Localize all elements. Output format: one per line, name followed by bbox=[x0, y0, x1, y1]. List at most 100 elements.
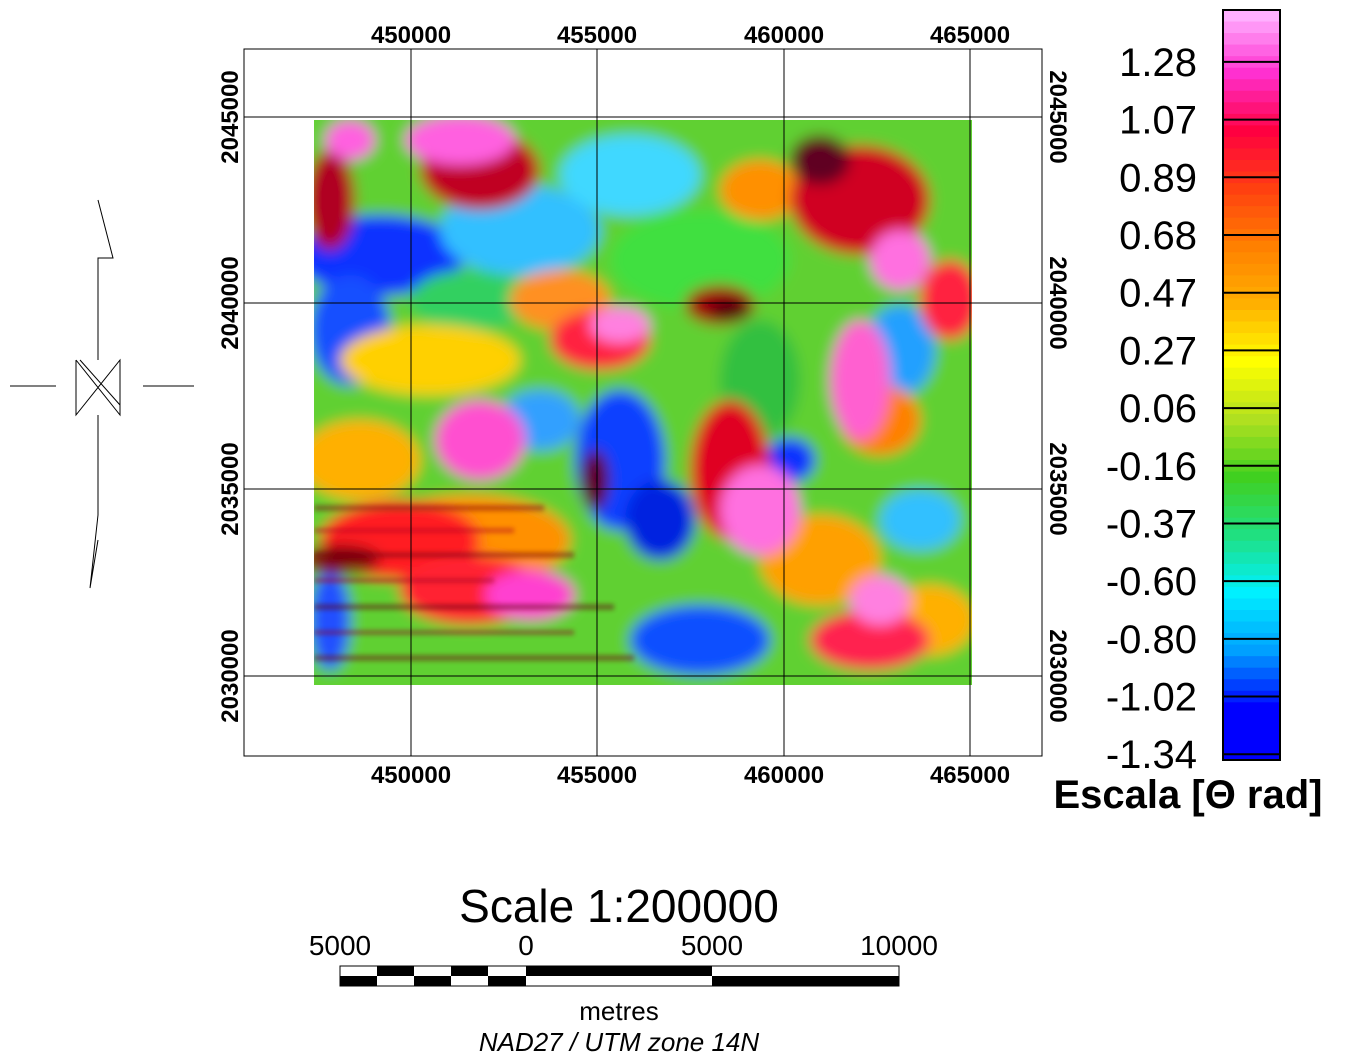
y-tick-label: 2045000 bbox=[1044, 70, 1071, 163]
legend-swatch bbox=[1223, 79, 1280, 92]
legend-swatch bbox=[1223, 610, 1280, 623]
legend-swatch bbox=[1223, 367, 1280, 380]
scale-label: 5000 bbox=[309, 930, 371, 961]
legend-swatch bbox=[1223, 425, 1280, 438]
legend-swatch bbox=[1223, 540, 1280, 553]
legend-swatch bbox=[1223, 529, 1280, 542]
legend-swatch bbox=[1223, 598, 1280, 611]
legend-swatch bbox=[1223, 206, 1280, 219]
legend-swatch bbox=[1223, 506, 1280, 519]
legend-swatch bbox=[1223, 644, 1280, 657]
legend-swatch bbox=[1223, 33, 1280, 46]
legend-swatch bbox=[1223, 90, 1280, 103]
legend-value: -0.37 bbox=[1106, 502, 1197, 546]
legend-swatch bbox=[1223, 333, 1280, 346]
y-tick-label: 2030000 bbox=[1044, 629, 1071, 722]
legend-swatch bbox=[1223, 298, 1280, 311]
legend-swatch bbox=[1223, 217, 1280, 230]
y-tick-label: 2040000 bbox=[1044, 256, 1071, 349]
legend-value: -1.02 bbox=[1106, 676, 1197, 720]
legend-swatch bbox=[1223, 67, 1280, 80]
legend-swatch bbox=[1223, 321, 1280, 334]
legend-swatch bbox=[1223, 436, 1280, 449]
legend-swatch bbox=[1223, 494, 1280, 507]
legend-value: 0.89 bbox=[1119, 156, 1197, 200]
y-tick-label: 2035000 bbox=[217, 442, 244, 535]
legend-swatch bbox=[1223, 390, 1280, 403]
x-tick-label: 465000 bbox=[930, 762, 1010, 789]
map-grid bbox=[244, 49, 1042, 756]
legend-swatch bbox=[1223, 725, 1280, 738]
legend-swatch bbox=[1223, 621, 1280, 634]
legend-swatch bbox=[1223, 736, 1280, 749]
legend-swatch bbox=[1223, 679, 1280, 692]
legend-swatch bbox=[1223, 136, 1280, 149]
legend-labels: 1.28 1.07 0.89 0.68 0.47 0.27 0.06 -0.16 -0.37 -0… bbox=[1106, 41, 1197, 777]
legend-value: 1.07 bbox=[1119, 99, 1197, 143]
legend-swatch bbox=[1223, 10, 1280, 23]
legend-swatch bbox=[1223, 483, 1280, 496]
legend-swatch bbox=[1223, 702, 1280, 715]
x-tick-label: 450000 bbox=[371, 762, 451, 789]
x-tick-label: 460000 bbox=[744, 22, 824, 49]
north-arrow-icon bbox=[10, 199, 194, 589]
legend-swatch bbox=[1223, 160, 1280, 173]
legend-swatch bbox=[1223, 379, 1280, 392]
y-tick-label: 2035000 bbox=[1044, 442, 1071, 535]
scale-label: 10000 bbox=[860, 930, 938, 961]
legend-swatch bbox=[1223, 471, 1280, 484]
legend-swatch bbox=[1223, 713, 1280, 726]
y-tick-label: 2040000 bbox=[217, 256, 244, 349]
legend-value: 0.27 bbox=[1119, 329, 1197, 373]
scale-bar: Scale 1:200000 5000 0 5000 10000 metres … bbox=[309, 880, 938, 1057]
legend-swatch bbox=[1223, 240, 1280, 253]
projection-label: NAD27 / UTM zone 14N bbox=[479, 1027, 760, 1057]
x-axis-bottom: 450000 455000 460000 465000 bbox=[371, 762, 1010, 789]
y-axis-left: 2045000 2040000 2035000 2030000 bbox=[217, 70, 244, 722]
x-tick-label: 465000 bbox=[930, 22, 1010, 49]
legend-swatch bbox=[1223, 21, 1280, 34]
legend-value: 0.68 bbox=[1119, 214, 1197, 258]
legend-swatch bbox=[1223, 552, 1280, 565]
scale-label: 0 bbox=[518, 930, 534, 961]
phase-raster bbox=[314, 120, 972, 685]
legend-swatch bbox=[1223, 125, 1280, 138]
scale-label: 5000 bbox=[681, 930, 743, 961]
x-tick-label: 460000 bbox=[744, 762, 824, 789]
y-tick-label: 2030000 bbox=[217, 629, 244, 722]
legend-frame bbox=[1222, 9, 1281, 761]
legend-swatch bbox=[1223, 667, 1280, 680]
y-tick-label: 2045000 bbox=[217, 70, 244, 163]
legend-swatch bbox=[1223, 413, 1280, 426]
legend-swatch bbox=[1223, 356, 1280, 369]
x-axis-top: 450000 455000 460000 465000 bbox=[371, 22, 1010, 49]
scale-units: metres bbox=[579, 996, 658, 1026]
legend-value: -0.80 bbox=[1106, 618, 1197, 662]
legend-value: -0.60 bbox=[1106, 560, 1197, 604]
x-tick-label: 450000 bbox=[371, 22, 451, 49]
legend-value: 0.47 bbox=[1119, 272, 1197, 316]
x-tick-label: 455000 bbox=[557, 22, 637, 49]
x-tick-label: 455000 bbox=[557, 762, 637, 789]
legend-colorbar bbox=[1222, 9, 1281, 761]
legend-value: -1.34 bbox=[1106, 733, 1197, 777]
legend-swatch bbox=[1223, 263, 1280, 276]
legend-swatch bbox=[1223, 44, 1280, 57]
legend-swatch bbox=[1223, 275, 1280, 288]
legend-value: -0.16 bbox=[1106, 445, 1197, 489]
legend-swatch bbox=[1223, 448, 1280, 461]
legend-swatch bbox=[1223, 310, 1280, 323]
legend-value: 1.28 bbox=[1119, 41, 1197, 85]
legend-swatch bbox=[1223, 183, 1280, 196]
legend-swatch bbox=[1223, 563, 1280, 576]
legend-swatch bbox=[1223, 194, 1280, 207]
legend-swatch bbox=[1223, 252, 1280, 265]
y-axis-right: 2045000 2040000 2035000 2030000 bbox=[1044, 70, 1071, 722]
color-legend: 1.28 1.07 0.89 0.68 0.47 0.27 0.06 -0.16 -0.37 -0… bbox=[1053, 9, 1323, 817]
legend-swatch bbox=[1223, 102, 1280, 115]
legend-swatch bbox=[1223, 148, 1280, 161]
legend-title: Escala [Θ rad] bbox=[1053, 773, 1322, 817]
legend-value: 0.06 bbox=[1119, 387, 1197, 431]
scale-title: Scale 1:200000 bbox=[459, 880, 779, 932]
